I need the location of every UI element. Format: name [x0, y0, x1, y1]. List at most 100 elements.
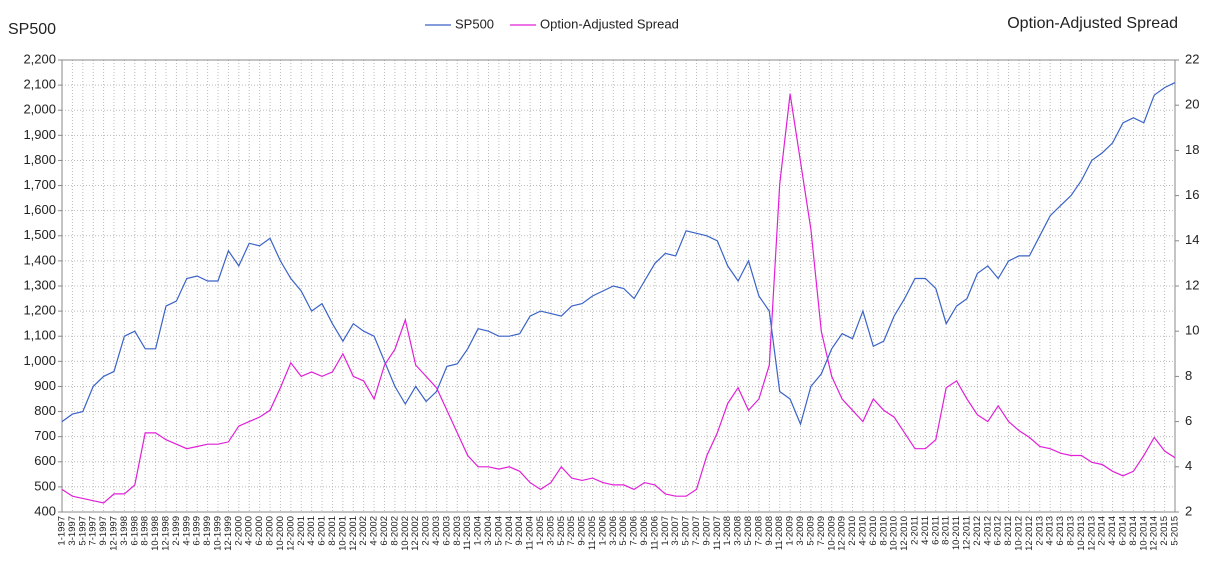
x-tick-label: 3-2009 — [795, 516, 806, 546]
x-tick-label: 8-2000 — [265, 516, 276, 546]
x-tick-label: 3-2006 — [608, 516, 619, 546]
x-tick-label: 4-2013 — [1045, 516, 1056, 546]
x-tick-label: 3-1998 — [119, 516, 130, 546]
x-tick-label: 2-2002 — [358, 516, 369, 546]
y-tick-label: 700 — [34, 428, 56, 443]
x-tick-label: 8-2014 — [1128, 516, 1139, 546]
x-tick-label: 6-1999 — [192, 516, 203, 546]
x-tick-label: 5-2004 — [493, 516, 504, 546]
y2-axis-title: Option-Adjusted Spread — [1007, 15, 1178, 32]
y2-tick-label: 8 — [1185, 368, 1192, 383]
x-tick-label: 3-2008 — [733, 516, 744, 546]
x-tick-label: 11-2007 — [712, 516, 723, 550]
x-tick-label: 5-2006 — [618, 516, 629, 546]
x-tick-label: 1-2005 — [535, 516, 546, 546]
series-line — [61, 93, 1176, 504]
x-tick-label: 8-1998 — [140, 516, 151, 546]
y-tick-label: 1,600 — [23, 202, 56, 217]
x-tick-label: 5-2007 — [681, 516, 692, 546]
y-tick-label: 1,200 — [23, 303, 56, 318]
x-tick-label: 3-2005 — [545, 516, 556, 546]
x-tick-label: 2-2013 — [1034, 516, 1045, 546]
x-tick-label: 12-2000 — [285, 516, 296, 551]
x-tick-label: 4-2001 — [306, 516, 317, 546]
y-tick-label: 2,000 — [23, 102, 56, 117]
x-tick-label: 10-2011 — [951, 516, 962, 550]
x-tick-label: 1-2007 — [660, 516, 671, 546]
y2-tick-label: 2 — [1185, 503, 1192, 518]
x-tick-label: 6-2010 — [868, 516, 879, 546]
x-tick-label: 10-1999 — [213, 516, 224, 551]
x-tick-label: 2-1999 — [171, 516, 182, 546]
x-tick-label: 11-2008 — [774, 516, 785, 550]
x-tick-label: 3-2007 — [670, 516, 681, 546]
x-tick-label: 2-2010 — [847, 516, 858, 546]
y-tick-label: 2,100 — [23, 77, 56, 92]
y-tick-label: 1,900 — [23, 127, 56, 142]
y-tick-label: 900 — [34, 378, 56, 393]
y-tick-label: 1,100 — [23, 328, 56, 343]
x-tick-label: 6-2001 — [317, 516, 328, 546]
x-tick-label: 12-2014 — [1149, 516, 1160, 551]
x-tick-label: 12-1999 — [223, 516, 234, 551]
x-tick-label: 10-2001 — [337, 516, 348, 551]
x-tick-label: 12-2001 — [348, 516, 359, 551]
x-tick-label: 10-2009 — [826, 516, 837, 551]
x-tick-label: 5-2015 — [1170, 516, 1181, 546]
y2-tick-label: 6 — [1185, 413, 1192, 428]
x-tick-label: 9-1997 — [98, 516, 109, 546]
y2-tick-label: 12 — [1185, 277, 1199, 292]
x-tick-label: 2-2012 — [972, 516, 983, 546]
x-tick-label: 6-2011 — [930, 516, 941, 545]
x-tick-label: 12-2009 — [837, 516, 848, 551]
y-axis-title: SP500 — [8, 21, 56, 38]
x-tick-label: 1-1997 — [57, 516, 68, 546]
y2-tick-label: 20 — [1185, 97, 1199, 112]
x-tick-label: 7-2009 — [816, 516, 827, 546]
x-tick-label: 11-2006 — [649, 516, 660, 550]
y-tick-label: 600 — [34, 453, 56, 468]
x-tick-label: 8-2002 — [389, 516, 400, 546]
x-tick-label: 8-1999 — [202, 516, 213, 546]
x-tick-label: 4-2010 — [857, 516, 868, 546]
y-tick-label: 800 — [34, 403, 56, 418]
x-tick-label: 7-2006 — [629, 516, 640, 546]
x-tick-label: 11-2003 — [462, 516, 473, 550]
x-tick-label: 3-2004 — [483, 516, 494, 546]
x-tick-label: 7-2004 — [504, 516, 515, 546]
x-tick-label: 10-2013 — [1076, 516, 1087, 551]
y-tick-label: 2,200 — [23, 51, 56, 66]
x-tick-label: 7-2005 — [566, 516, 577, 546]
y-tick-label: 1,000 — [23, 353, 56, 368]
x-tick-label: 8-2013 — [1065, 516, 1076, 546]
x-tick-label: 6-2012 — [993, 516, 1004, 546]
x-tick-label: 1-2008 — [722, 516, 733, 546]
y-tick-label: 400 — [34, 503, 56, 518]
x-tick-label: 2-2015 — [1159, 516, 1170, 546]
x-tick-label: 10-2014 — [1138, 516, 1149, 551]
x-tick-label: 10-2002 — [400, 516, 411, 551]
x-tick-label: 5-2008 — [743, 516, 754, 546]
x-tick-label: 4-2003 — [431, 516, 442, 546]
x-tick-label: 9-2007 — [701, 516, 712, 546]
x-tick-label: 8-2011 — [941, 516, 952, 545]
x-tick-label: 6-2014 — [1118, 516, 1129, 546]
x-tick-label: 6-1998 — [129, 516, 140, 546]
x-tick-label: 2-2014 — [1097, 516, 1108, 546]
x-tick-label: 12-2012 — [1024, 516, 1035, 551]
x-tick-label: 5-2009 — [805, 516, 816, 546]
x-tick-label: 10-2010 — [889, 516, 900, 551]
x-tick-label: 4-2000 — [244, 516, 255, 546]
y2-tick-label: 10 — [1185, 323, 1199, 338]
y2-tick-label: 4 — [1185, 458, 1192, 473]
legend-label: SP500 — [455, 16, 494, 31]
x-tick-label: 2-2011 — [909, 516, 920, 545]
x-tick-label: 10-2012 — [1013, 516, 1024, 551]
x-tick-label: 4-2002 — [369, 516, 380, 546]
x-tick-label: 9-2006 — [639, 516, 650, 546]
x-tick-label: 12-2002 — [410, 516, 421, 551]
x-tick-label: 6-2002 — [379, 516, 390, 546]
y-tick-label: 1,700 — [23, 177, 56, 192]
y2-tick-label: 22 — [1185, 51, 1199, 66]
x-tick-label: 7-2008 — [753, 516, 764, 546]
